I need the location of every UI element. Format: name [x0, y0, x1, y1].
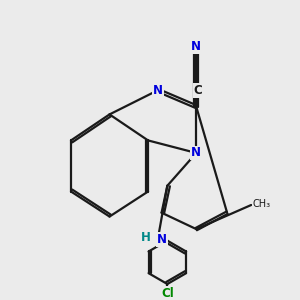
Text: CH₃: CH₃ [252, 199, 270, 208]
Text: Cl: Cl [161, 287, 174, 300]
Text: N: N [191, 40, 201, 53]
Text: N: N [157, 233, 167, 246]
Text: N: N [191, 146, 201, 160]
Text: N: N [153, 84, 163, 97]
Text: C: C [193, 84, 202, 97]
Text: H: H [141, 231, 151, 244]
